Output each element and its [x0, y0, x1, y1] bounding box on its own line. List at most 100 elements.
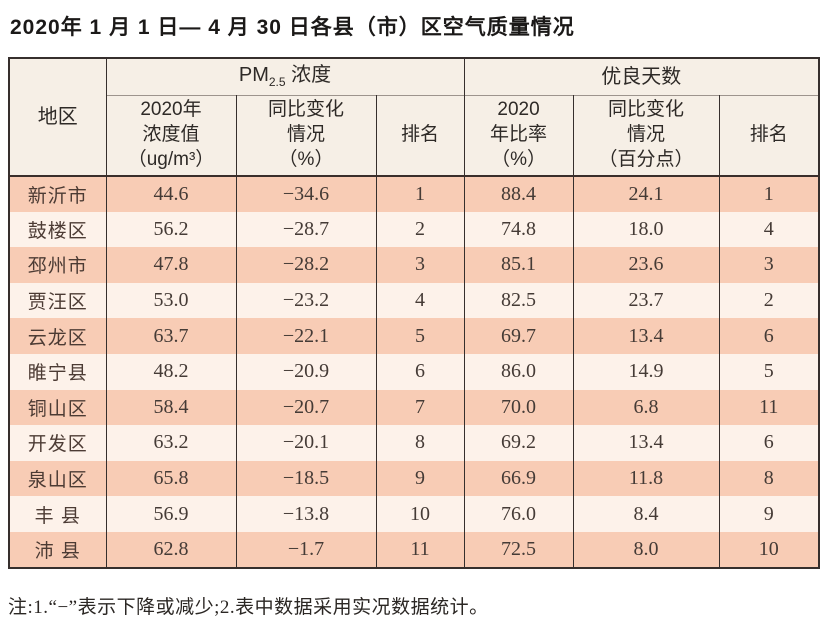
- cell-days-change: 6.8: [572, 389, 720, 426]
- cell-pm25-change: −23.2: [235, 282, 377, 319]
- cell-days-rank: 3: [718, 247, 820, 283]
- table-row: 泉山区 65.8 −18.5 9 66.9 11.8 8: [8, 460, 820, 497]
- cell-pm25-rank: 8: [375, 425, 465, 461]
- cell-days-ratio: 88.4: [463, 175, 574, 212]
- table-row: 贾汪区 53.0 −23.2 4 82.5 23.7 2: [8, 282, 820, 319]
- header-region: 地区: [8, 58, 107, 176]
- cell-pm25-change: −20.9: [235, 353, 377, 390]
- cell-days-ratio: 69.7: [463, 318, 574, 354]
- cell-region: 开发区: [8, 425, 107, 461]
- cell-pm25-value: 48.2: [105, 353, 237, 390]
- cell-region: 邳州市: [8, 247, 107, 283]
- header-pm25-concentration: 2020年 浓度值 （ug/m³）: [105, 94, 237, 176]
- cell-pm25-rank: 11: [375, 531, 465, 568]
- table-row: 云龙区 63.7 −22.1 5 69.7 13.4 6: [8, 318, 820, 354]
- cell-days-ratio: 69.2: [463, 425, 574, 461]
- pm25-label: PM: [238, 64, 269, 87]
- cell-pm25-value: 62.8: [105, 531, 237, 568]
- cell-days-ratio: 76.0: [463, 496, 574, 532]
- header-group-row: 地区 PM2.5 浓度 优良天数: [8, 58, 820, 176]
- cell-days-rank: 5: [718, 353, 820, 390]
- cell-pm25-rank: 6: [375, 353, 465, 390]
- cell-pm25-change: −18.5: [235, 460, 377, 497]
- cell-pm25-value: 63.2: [105, 425, 237, 461]
- footnote: 注:1.“−”表示下降或减少;2.表中数据采用实况数据统计。: [8, 597, 489, 618]
- cell-pm25-rank: 4: [375, 282, 465, 319]
- cell-pm25-rank: 3: [375, 247, 465, 283]
- cell-days-rank: 6: [718, 318, 820, 354]
- cell-pm25-rank: 9: [375, 460, 465, 497]
- pm25-subscript: 2.5: [268, 75, 286, 90]
- cell-days-ratio: 72.5: [463, 531, 574, 568]
- header-days-yoy-change: 同比变化 情况 （百分点）: [572, 94, 720, 176]
- cell-region: 睢宁县: [8, 353, 107, 390]
- cell-days-change: 18.0: [572, 211, 720, 248]
- table-body: 新沂市 44.6 −34.6 1 88.4 24.1 1 鼓楼区 56.2 −2…: [8, 175, 820, 568]
- header-days-ratio: 2020 年比率 （%）: [463, 94, 574, 176]
- cell-pm25-change: −22.1: [235, 318, 377, 354]
- cell-pm25-change: −1.7: [235, 531, 377, 568]
- cell-pm25-value: 53.0: [105, 282, 237, 319]
- cell-pm25-value: 65.8: [105, 460, 237, 497]
- header-pm25-yoy-change: 同比变化 情况 （%）: [235, 94, 377, 176]
- cell-region: 沛 县: [8, 531, 107, 568]
- cell-pm25-change: −20.7: [235, 389, 377, 426]
- cell-region: 铜山区: [8, 389, 107, 426]
- table-row: 邳州市 47.8 −28.2 3 85.1 23.6 3: [8, 247, 820, 283]
- cell-days-change: 13.4: [572, 318, 720, 354]
- page-title: 2020年 1 月 1 日— 4 月 30 日各县（市）区空气质量情况: [10, 16, 575, 39]
- cell-pm25-rank: 7: [375, 389, 465, 426]
- cell-region: 云龙区: [8, 318, 107, 354]
- cell-days-ratio: 66.9: [463, 460, 574, 497]
- cell-pm25-value: 56.9: [105, 496, 237, 532]
- cell-pm25-change: −34.6: [235, 175, 377, 212]
- table-row: 新沂市 44.6 −34.6 1 88.4 24.1 1: [8, 175, 820, 212]
- cell-days-ratio: 82.5: [463, 282, 574, 319]
- cell-pm25-change: −28.2: [235, 247, 377, 283]
- cell-days-change: 23.7: [572, 282, 720, 319]
- cell-region: 丰 县: [8, 496, 107, 532]
- cell-pm25-value: 58.4: [105, 389, 237, 426]
- table-row: 沛 县 62.8 −1.7 11 72.5 8.0 10: [8, 531, 820, 568]
- cell-region: 鼓楼区: [8, 211, 107, 248]
- cell-days-change: 11.8: [572, 460, 720, 497]
- cell-pm25-value: 63.7: [105, 318, 237, 354]
- cell-days-ratio: 74.8: [463, 211, 574, 248]
- cell-pm25-rank: 10: [375, 496, 465, 532]
- cell-days-rank: 1: [718, 175, 820, 212]
- cell-pm25-value: 44.6: [105, 175, 237, 212]
- table-row: 丰 县 56.9 −13.8 10 76.0 8.4 9: [8, 496, 820, 532]
- cell-days-rank: 10: [718, 531, 820, 568]
- cell-pm25-change: −13.8: [235, 496, 377, 532]
- table-header: 地区 PM2.5 浓度 优良天数 2020年 浓度值 （ug/m³） 同比变化 …: [8, 58, 820, 176]
- cell-region: 新沂市: [8, 175, 107, 212]
- header-good-days-group: 优良天数: [463, 58, 820, 95]
- cell-days-rank: 4: [718, 211, 820, 248]
- table-row: 睢宁县 48.2 −20.9 6 86.0 14.9 5: [8, 353, 820, 390]
- cell-days-ratio: 70.0: [463, 389, 574, 426]
- cell-pm25-rank: 2: [375, 211, 465, 248]
- cell-days-rank: 9: [718, 496, 820, 532]
- cell-pm25-value: 47.8: [105, 247, 237, 283]
- cell-pm25-change: −20.1: [235, 425, 377, 461]
- cell-days-rank: 6: [718, 425, 820, 461]
- cell-days-ratio: 85.1: [463, 247, 574, 283]
- table-row: 铜山区 58.4 −20.7 7 70.0 6.8 11: [8, 389, 820, 426]
- cell-pm25-rank: 5: [375, 318, 465, 354]
- cell-pm25-rank: 1: [375, 175, 465, 212]
- cell-days-change: 23.6: [572, 247, 720, 283]
- cell-days-change: 14.9: [572, 353, 720, 390]
- air-quality-table: 地区 PM2.5 浓度 优良天数 2020年 浓度值 （ug/m³） 同比变化 …: [8, 57, 821, 569]
- cell-days-change: 13.4: [572, 425, 720, 461]
- cell-pm25-change: −28.7: [235, 211, 377, 248]
- table-row: 鼓楼区 56.2 −28.7 2 74.8 18.0 4: [8, 211, 820, 248]
- cell-days-rank: 11: [718, 389, 820, 426]
- cell-days-change: 8.4: [572, 496, 720, 532]
- cell-days-rank: 2: [718, 282, 820, 319]
- header-sub-row: 2020年 浓度值 （ug/m³） 同比变化 情况 （%） 排名 2020 年比…: [9, 94, 820, 176]
- cell-pm25-value: 56.2: [105, 211, 237, 248]
- cell-days-ratio: 86.0: [463, 353, 574, 390]
- pm25-suffix: 浓度: [285, 64, 332, 87]
- header-pm25-rank: 排名: [375, 94, 465, 176]
- cell-days-rank: 8: [718, 460, 820, 497]
